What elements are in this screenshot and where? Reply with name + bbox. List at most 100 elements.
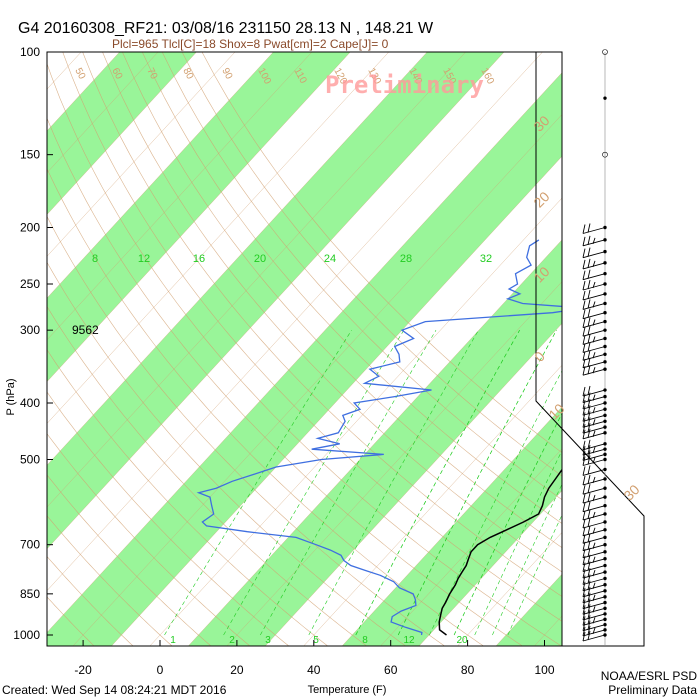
mixing-ratio-label: 12 — [138, 253, 150, 265]
wind-barb — [582, 604, 607, 615]
watermark: Preliminary — [325, 71, 484, 99]
mixing-ratio-line — [429, 370, 562, 636]
mixing-ratio-label: 5 — [313, 635, 319, 646]
dry-adiabats — [47, 52, 562, 646]
wind-barb — [582, 540, 607, 552]
adiabat-label: 60 — [109, 66, 124, 81]
x-tick-label: -20 — [74, 663, 92, 677]
temperature-band — [660, 52, 700, 635]
isotherm-label: 30 — [620, 481, 642, 503]
wind-barb — [582, 392, 607, 404]
mixing-ratio-labels: 8 12 16 20 24 28 321 2 3 5 8 12 20 — [92, 253, 492, 646]
mixing-ratio-line — [453, 412, 562, 636]
wind-barb — [582, 450, 607, 461]
isotherm-line — [72, 114, 562, 646]
isotherms — [47, 25, 700, 659]
wind-barb — [582, 350, 607, 361]
dry-adiabat-line — [47, 556, 134, 646]
dry-adiabat-line — [47, 261, 407, 646]
isotherm-line — [47, 52, 159, 174]
isotherm-line — [111, 155, 562, 646]
wind-barb — [582, 598, 607, 610]
wind-barb — [582, 465, 607, 476]
mixing-ratio-line — [355, 330, 520, 636]
wind-barb — [582, 342, 607, 353]
wind-barb — [582, 308, 607, 320]
adiabat-label: 90 — [219, 66, 234, 81]
wind-barb — [582, 258, 607, 270]
dry-adiabat-line — [47, 168, 484, 646]
dry-adiabat-line — [82, 52, 562, 597]
mixing-ratio-label: 16 — [193, 253, 205, 265]
y-tick-label: 150 — [20, 148, 40, 162]
chart-title: G4 20160308_RF21: 03/08/16 231150 28.13 … — [18, 20, 434, 37]
temperature-band — [47, 72, 562, 635]
isotherm-line — [303, 364, 562, 646]
mixing-ratio-label: 8 — [92, 253, 98, 265]
sounding-profiles — [196, 239, 562, 636]
isotherm-line — [457, 532, 562, 646]
isotherm-line — [561, 25, 700, 659]
wind-barb — [582, 357, 607, 369]
dry-adiabat-line — [47, 433, 251, 646]
wind-barb — [602, 49, 608, 55]
wind-barb — [582, 365, 607, 376]
wind-barb — [582, 525, 607, 537]
wind-barb — [582, 592, 607, 604]
mixing-ratio-label: 8 — [362, 635, 368, 646]
temperature-profile — [438, 467, 562, 636]
created-timestamp: Created: Wed Sep 14 08:24:21 MDT 2016 — [2, 683, 227, 697]
dry-adiabat-line — [161, 52, 562, 501]
org-label: NOAA/ESRL PSD — [601, 669, 698, 683]
wind-barb — [602, 151, 608, 158]
mixing-ratio-lines — [164, 330, 562, 636]
isotherm-line — [47, 52, 428, 466]
isotherm-line — [599, 25, 700, 659]
isotherm-line — [47, 52, 313, 341]
mixing-ratio-line — [397, 330, 557, 636]
x-tick-label: 0 — [157, 663, 164, 677]
mixing-ratio-label: 2 — [229, 635, 235, 646]
wind-barb — [582, 289, 607, 301]
dry-adiabat-line — [47, 349, 329, 646]
mixing-ratio-line — [507, 514, 562, 636]
mixing-ratio-label: 1 — [170, 635, 176, 646]
wind-barb — [582, 574, 607, 585]
wind-barb — [582, 580, 607, 592]
wind-barb — [582, 630, 607, 642]
x-tick-label: 60 — [384, 663, 398, 677]
mixing-ratio-line — [492, 483, 562, 636]
adiabat-label: 80 — [180, 66, 195, 81]
plot-frame — [46, 51, 563, 647]
status-label: Preliminary Data — [608, 683, 697, 697]
wind-barb — [582, 455, 607, 466]
isotherm-line — [47, 52, 236, 257]
mixing-ratio-label: 24 — [324, 253, 336, 265]
x-axis-label: Temperature (F) — [308, 684, 387, 696]
dewpoint-profile — [196, 239, 562, 636]
isotherm-line — [47, 72, 562, 633]
dry-adiabat-line — [47, 474, 212, 646]
y-tick-label: 500 — [20, 452, 40, 466]
isotherm-line — [380, 448, 562, 646]
isotherm-line — [418, 490, 562, 646]
mixing-ratio-line — [223, 330, 405, 636]
wind-barb — [582, 428, 607, 440]
wind-barb — [582, 501, 607, 513]
wind-barb — [582, 398, 607, 410]
y-ticks: 100 150 200 250 300 400 500 700 850 1000 — [13, 45, 53, 642]
x-tick-label: 100 — [534, 663, 554, 677]
wind-barb — [582, 417, 607, 428]
isotherm-line — [47, 52, 543, 592]
mixing-ratio-line — [260, 330, 437, 636]
y-tick-label: 700 — [20, 538, 40, 552]
x-ticks: -20 0 20 40 60 80 100 — [74, 640, 555, 677]
adiabat-label: 70 — [144, 66, 159, 81]
isotherm-line — [47, 52, 390, 424]
wind-barb — [582, 445, 607, 456]
isotherm-line — [47, 52, 505, 550]
dry-adiabat-line — [181, 52, 562, 477]
wind-barb — [582, 474, 607, 486]
isotherm-line — [341, 406, 562, 646]
